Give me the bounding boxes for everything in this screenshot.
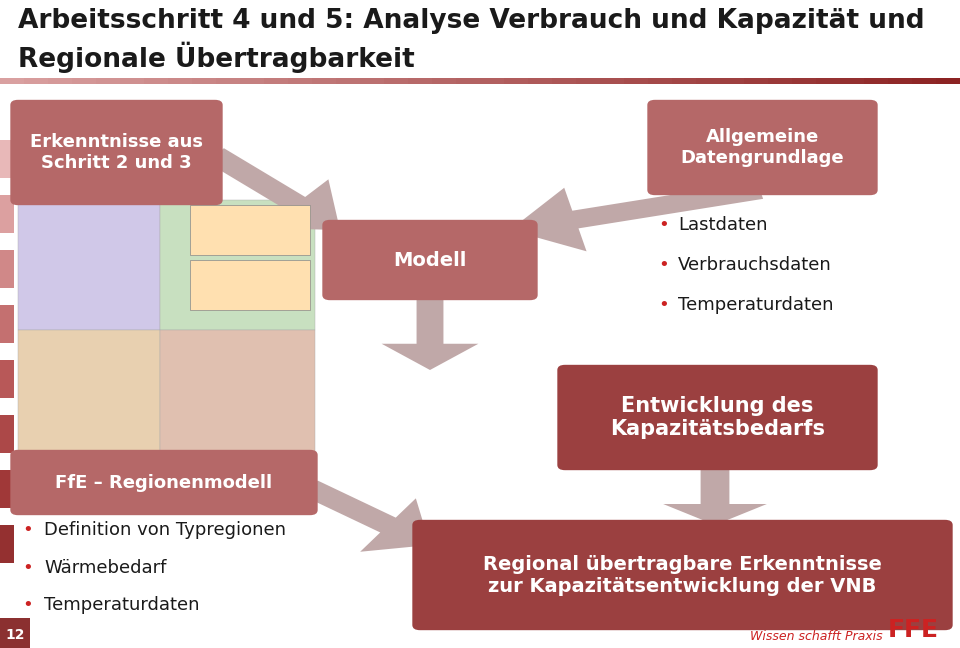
Bar xyxy=(672,78,696,84)
Polygon shape xyxy=(382,295,478,370)
Bar xyxy=(0,250,14,288)
Text: •: • xyxy=(22,596,33,614)
Polygon shape xyxy=(206,148,340,230)
Bar xyxy=(792,78,816,84)
Bar xyxy=(744,78,768,84)
Bar xyxy=(144,78,168,84)
FancyBboxPatch shape xyxy=(558,365,877,470)
Text: Definition von Typregionen: Definition von Typregionen xyxy=(44,521,286,539)
Bar xyxy=(160,330,315,455)
Bar xyxy=(240,78,264,84)
Bar xyxy=(216,78,240,84)
Bar xyxy=(0,525,14,563)
Text: •: • xyxy=(658,296,669,314)
FancyBboxPatch shape xyxy=(11,100,223,205)
Bar xyxy=(0,78,24,84)
Bar xyxy=(0,415,14,453)
Bar xyxy=(912,78,936,84)
Bar xyxy=(480,78,504,84)
Text: Regional übertragbare Erkenntnisse
zur Kapazitätsentwicklung der VNB: Regional übertragbare Erkenntnisse zur K… xyxy=(483,555,882,596)
Bar xyxy=(384,78,408,84)
Bar xyxy=(648,78,672,84)
Text: Wärmebedarf: Wärmebedarf xyxy=(44,559,166,577)
FancyBboxPatch shape xyxy=(11,450,318,515)
Text: 12: 12 xyxy=(5,628,25,642)
Bar xyxy=(0,195,14,233)
Text: FfE – Regionenmodell: FfE – Regionenmodell xyxy=(56,474,273,491)
Bar xyxy=(504,78,528,84)
Bar xyxy=(190,260,310,310)
Bar xyxy=(0,618,30,648)
Bar xyxy=(190,205,310,255)
Bar xyxy=(456,78,480,84)
Bar xyxy=(312,78,336,84)
Text: Arbeitsschritt 4 und 5: Analyse Verbrauch und Kapazität und: Arbeitsschritt 4 und 5: Analyse Verbrauc… xyxy=(18,8,924,34)
Polygon shape xyxy=(510,181,763,251)
Text: •: • xyxy=(658,256,669,274)
Bar xyxy=(840,78,864,84)
Bar xyxy=(0,305,14,343)
Bar xyxy=(288,78,312,84)
Bar xyxy=(408,78,432,84)
Text: Lastdaten: Lastdaten xyxy=(678,216,767,234)
Bar xyxy=(0,470,14,508)
Text: •: • xyxy=(22,559,33,577)
Bar xyxy=(72,78,96,84)
Text: •: • xyxy=(22,521,33,539)
FancyBboxPatch shape xyxy=(647,100,877,195)
Bar xyxy=(24,78,48,84)
Bar xyxy=(528,78,552,84)
Bar xyxy=(120,78,144,84)
Text: Temperaturdaten: Temperaturdaten xyxy=(44,596,200,614)
Bar xyxy=(864,78,888,84)
Text: FFE: FFE xyxy=(888,618,939,642)
Text: Regionale Übertragbarkeit: Regionale Übertragbarkeit xyxy=(18,42,415,73)
Bar xyxy=(264,78,288,84)
Text: Temperaturdaten: Temperaturdaten xyxy=(678,296,833,314)
Bar xyxy=(160,200,315,330)
Bar xyxy=(192,78,216,84)
Text: Erkenntnisse aus
Schritt 2 und 3: Erkenntnisse aus Schritt 2 und 3 xyxy=(30,133,203,172)
Bar xyxy=(48,78,72,84)
Text: Entwicklung des
Kapazitätsbedarfs: Entwicklung des Kapazitätsbedarfs xyxy=(610,396,825,439)
Bar xyxy=(768,78,792,84)
Bar xyxy=(552,78,576,84)
Bar xyxy=(96,78,120,84)
Bar xyxy=(0,140,14,178)
Bar xyxy=(576,78,600,84)
Polygon shape xyxy=(663,465,767,525)
Text: Verbrauchsdaten: Verbrauchsdaten xyxy=(678,256,831,274)
Bar xyxy=(18,200,160,330)
Bar xyxy=(600,78,624,84)
Bar xyxy=(624,78,648,84)
FancyBboxPatch shape xyxy=(323,220,538,300)
Bar xyxy=(360,78,384,84)
Text: Wissen schafft Praxis: Wissen schafft Praxis xyxy=(750,631,882,643)
Bar xyxy=(168,78,192,84)
Bar xyxy=(936,78,960,84)
Text: •: • xyxy=(658,216,669,234)
Bar xyxy=(0,360,14,398)
Text: Modell: Modell xyxy=(394,251,467,270)
Bar xyxy=(720,78,744,84)
FancyBboxPatch shape xyxy=(413,520,952,631)
Bar xyxy=(816,78,840,84)
Bar xyxy=(696,78,720,84)
Bar xyxy=(432,78,456,84)
Bar xyxy=(18,330,160,455)
Bar xyxy=(888,78,912,84)
Text: Allgemeine
Datengrundlage: Allgemeine Datengrundlage xyxy=(681,128,844,167)
Polygon shape xyxy=(302,481,430,551)
Bar xyxy=(336,78,360,84)
